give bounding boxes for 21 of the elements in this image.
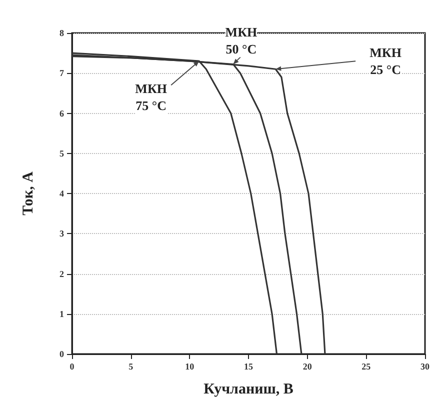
x-tick-label: 10 xyxy=(185,362,195,372)
y-tick-label: 6 xyxy=(60,108,64,118)
y-tick-label: 8 xyxy=(60,28,64,38)
y-tick-label: 4 xyxy=(60,188,64,198)
x-tick-label: 5 xyxy=(128,362,134,372)
x-tick-label: 25 xyxy=(362,362,372,372)
y-tick-label: 7 xyxy=(60,68,64,78)
x-tick-label: 20 xyxy=(302,362,312,372)
x-tick-label: 0 xyxy=(70,362,75,372)
x-tick-label: 30 xyxy=(420,362,430,372)
annotation: МКН 75 °C xyxy=(135,81,167,114)
x-tick-label: 15 xyxy=(244,362,254,372)
annotation: МКН 25 °C xyxy=(370,45,402,78)
y-tick-label: 0 xyxy=(60,349,64,359)
y-tick-label: 1 xyxy=(60,308,64,319)
annotation: МКН 50 °C xyxy=(225,24,258,56)
y-axis-title: Ток, А xyxy=(20,171,36,216)
x-axis-title: Кучланиш, В xyxy=(204,382,294,398)
y-tick-label: 3 xyxy=(60,228,64,239)
y-tick-label: 2 xyxy=(60,268,64,279)
y-tick-label: 5 xyxy=(60,148,64,158)
